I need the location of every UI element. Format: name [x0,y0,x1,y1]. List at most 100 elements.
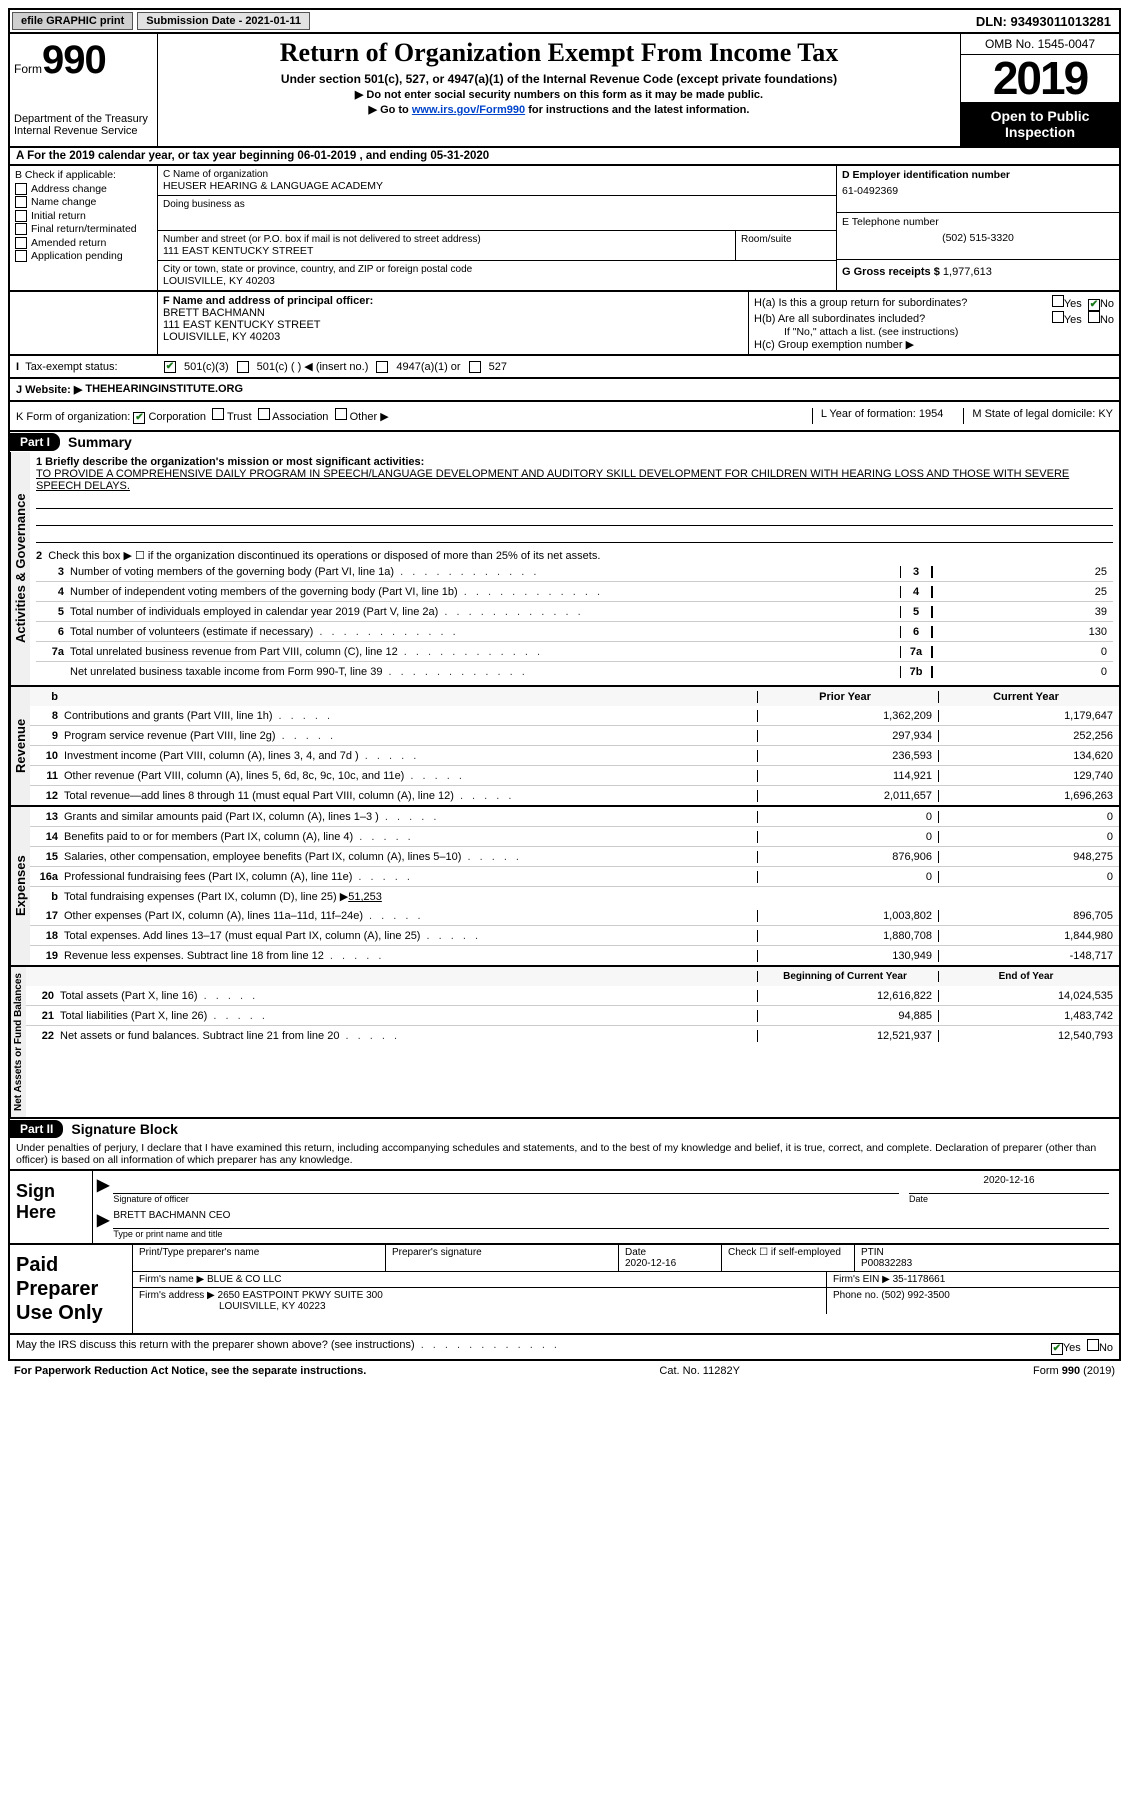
fin-line: 11Other revenue (Part VIII, column (A), … [30,765,1119,785]
identity-grid: B Check if applicable: Address change Na… [8,166,1121,292]
cbox-amended[interactable] [15,237,27,249]
lbl-yes: Yes [1064,298,1082,310]
k-other-lbl: Other ▶ [350,411,389,423]
gov-line: 6Total number of volunteers (estimate if… [36,621,1113,641]
cbox-4947[interactable] [376,361,388,373]
mission-text: TO PROVIDE A COMPREHENSIVE DAILY PROGRAM… [36,468,1113,492]
form990-link[interactable]: www.irs.gov/Form990 [412,104,525,116]
form-word: Form [14,62,42,76]
lbl-initial: Initial return [31,210,86,222]
cbox-name[interactable] [15,196,27,208]
fin-line: 13Grants and similar amounts paid (Part … [30,807,1119,826]
firm-ein: 35-1178661 [893,1274,946,1285]
prep-date-lbl: Date [625,1247,646,1258]
dept-treasury: Department of the Treasury [14,113,153,125]
lbl-name: Name change [31,196,96,208]
gov-line: 5Total number of individuals employed in… [36,601,1113,621]
dln: DLN: 93493011013281 [968,12,1119,31]
side-revenue: Revenue [10,687,30,805]
te-501c: 501(c) ( ) ◀ (insert no.) [257,360,369,373]
lbl-final: Final return/terminated [31,223,137,235]
sign-block: Sign Here ▶ Signature of officer 2020-12… [8,1171,1121,1245]
k-other[interactable] [335,408,347,420]
prep-date: 2020-12-16 [625,1258,676,1269]
lbl-amended: Amended return [31,237,106,249]
firm-ein-lbl: Firm's EIN ▶ [833,1274,890,1285]
sig-date-lbl: Date [909,1194,1109,1204]
arrow-icon-2: ▶ [93,1210,113,1239]
ha-yes[interactable] [1052,295,1064,307]
foot-left: For Paperwork Reduction Act Notice, see … [14,1365,366,1377]
cbox-527[interactable] [469,361,481,373]
arrow-icon: ▶ [93,1175,113,1204]
phone: (502) 515-3320 [842,232,1114,244]
cbox-final[interactable] [15,223,27,235]
firm-addr-lbl: Firm's address ▶ [139,1290,215,1301]
discuss-no[interactable] [1087,1339,1099,1351]
k-corp[interactable]: ✔ [133,412,145,424]
k-l-m-row: K Form of organization: ✔ Corporation Tr… [8,402,1121,432]
cbox-address[interactable] [15,183,27,195]
ein: 61-0492369 [842,185,1114,197]
officer-city: LOUISVILLE, KY 40203 [163,331,743,343]
street-label: Number and street (or P.O. box if mail i… [163,234,730,245]
penalties-text: Under penalties of perjury, I declare th… [8,1139,1121,1171]
dept-irs: Internal Revenue Service [14,125,153,137]
fin-line: 21Total liabilities (Part X, line 26)94,… [26,1005,1119,1025]
box-f-label: F Name and address of principal officer: [163,295,743,307]
side-expenses: Expenses [10,807,30,965]
expenses-section: Expenses 13Grants and similar amounts pa… [8,807,1121,967]
paid-prep-label: Paid Preparer Use Only [10,1245,133,1333]
lbl-address: Address change [31,183,107,195]
firm-phone: (502) 992-3500 [881,1290,949,1301]
cbox-501c[interactable] [237,361,249,373]
officer-h-grid: F Name and address of principal officer:… [8,292,1121,356]
hb-yes[interactable] [1052,311,1064,323]
hb-no[interactable] [1088,311,1100,323]
col-beg: Beginning of Current Year [757,971,938,982]
lbl-no2: No [1100,314,1114,326]
cbox-initial[interactable] [15,210,27,222]
hc-label: H(c) Group exemption number ▶ [754,338,1114,351]
tax-year: 2019 [961,55,1119,101]
k-assoc[interactable] [258,408,270,420]
form-number: 990 [42,38,106,82]
preparer-block: Paid Preparer Use Only Print/Type prepar… [8,1245,1121,1335]
fin-line: 19Revenue less expenses. Subtract line 1… [30,945,1119,965]
te-4947: 4947(a)(1) or [396,361,460,373]
fin-line: 22Net assets or fund balances. Subtract … [26,1025,1119,1045]
fin-line: 10Investment income (Part VIII, column (… [30,745,1119,765]
prep-h1: Print/Type preparer's name [133,1245,386,1271]
sign-here-label: Sign Here [10,1171,93,1243]
open-inspection: Open to Public Inspection [961,101,1119,146]
officer-name: BRETT BACHMANN [163,307,743,319]
discuss-yes[interactable]: ✔ [1051,1343,1063,1355]
cbox-501c3[interactable]: ✔ [164,361,176,373]
l2-check: Check this box ▶ ☐ if the organization d… [48,550,600,562]
lbl-no: No [1100,298,1114,310]
k-trust-lbl: Trust [227,411,252,423]
efile-print-pill: efile GRAPHIC print [12,12,133,30]
page-footer: For Paperwork Reduction Act Notice, see … [8,1361,1121,1381]
city-label: City or town, state or province, country… [163,264,831,275]
discuss-text: May the IRS discuss this return with the… [16,1339,415,1351]
cbox-pending[interactable] [15,250,27,262]
part2-bar: Part II [10,1120,63,1138]
dn: No [1099,1342,1113,1354]
k-label: K Form of organization: [16,411,130,423]
col-current: Current Year [938,691,1119,703]
city: LOUISVILLE, KY 40203 [163,275,831,287]
website-row: J Website: ▶ THEHEARINGINSTITUTE.ORG [8,379,1121,402]
ha-no[interactable]: ✔ [1088,299,1100,311]
hb-note: If "No," attach a list. (see instruction… [754,326,1114,338]
exp-b-num: b [30,891,64,903]
sig-date: 2020-12-16 [909,1175,1109,1194]
firm-city: LOUISVILLE, KY 40223 [139,1301,820,1312]
m-state: M State of legal domicile: KY [963,408,1113,424]
goto-pre: ▶ Go to [369,104,412,116]
website-val: THEHEARINGINSTITUTE.ORG [85,383,243,396]
k-trust[interactable] [212,408,224,420]
website-label: J Website: ▶ [16,383,82,396]
gov-line: 3Number of voting members of the governi… [36,562,1113,581]
revenue-section: Revenue b Prior Year Current Year 8Contr… [8,687,1121,807]
